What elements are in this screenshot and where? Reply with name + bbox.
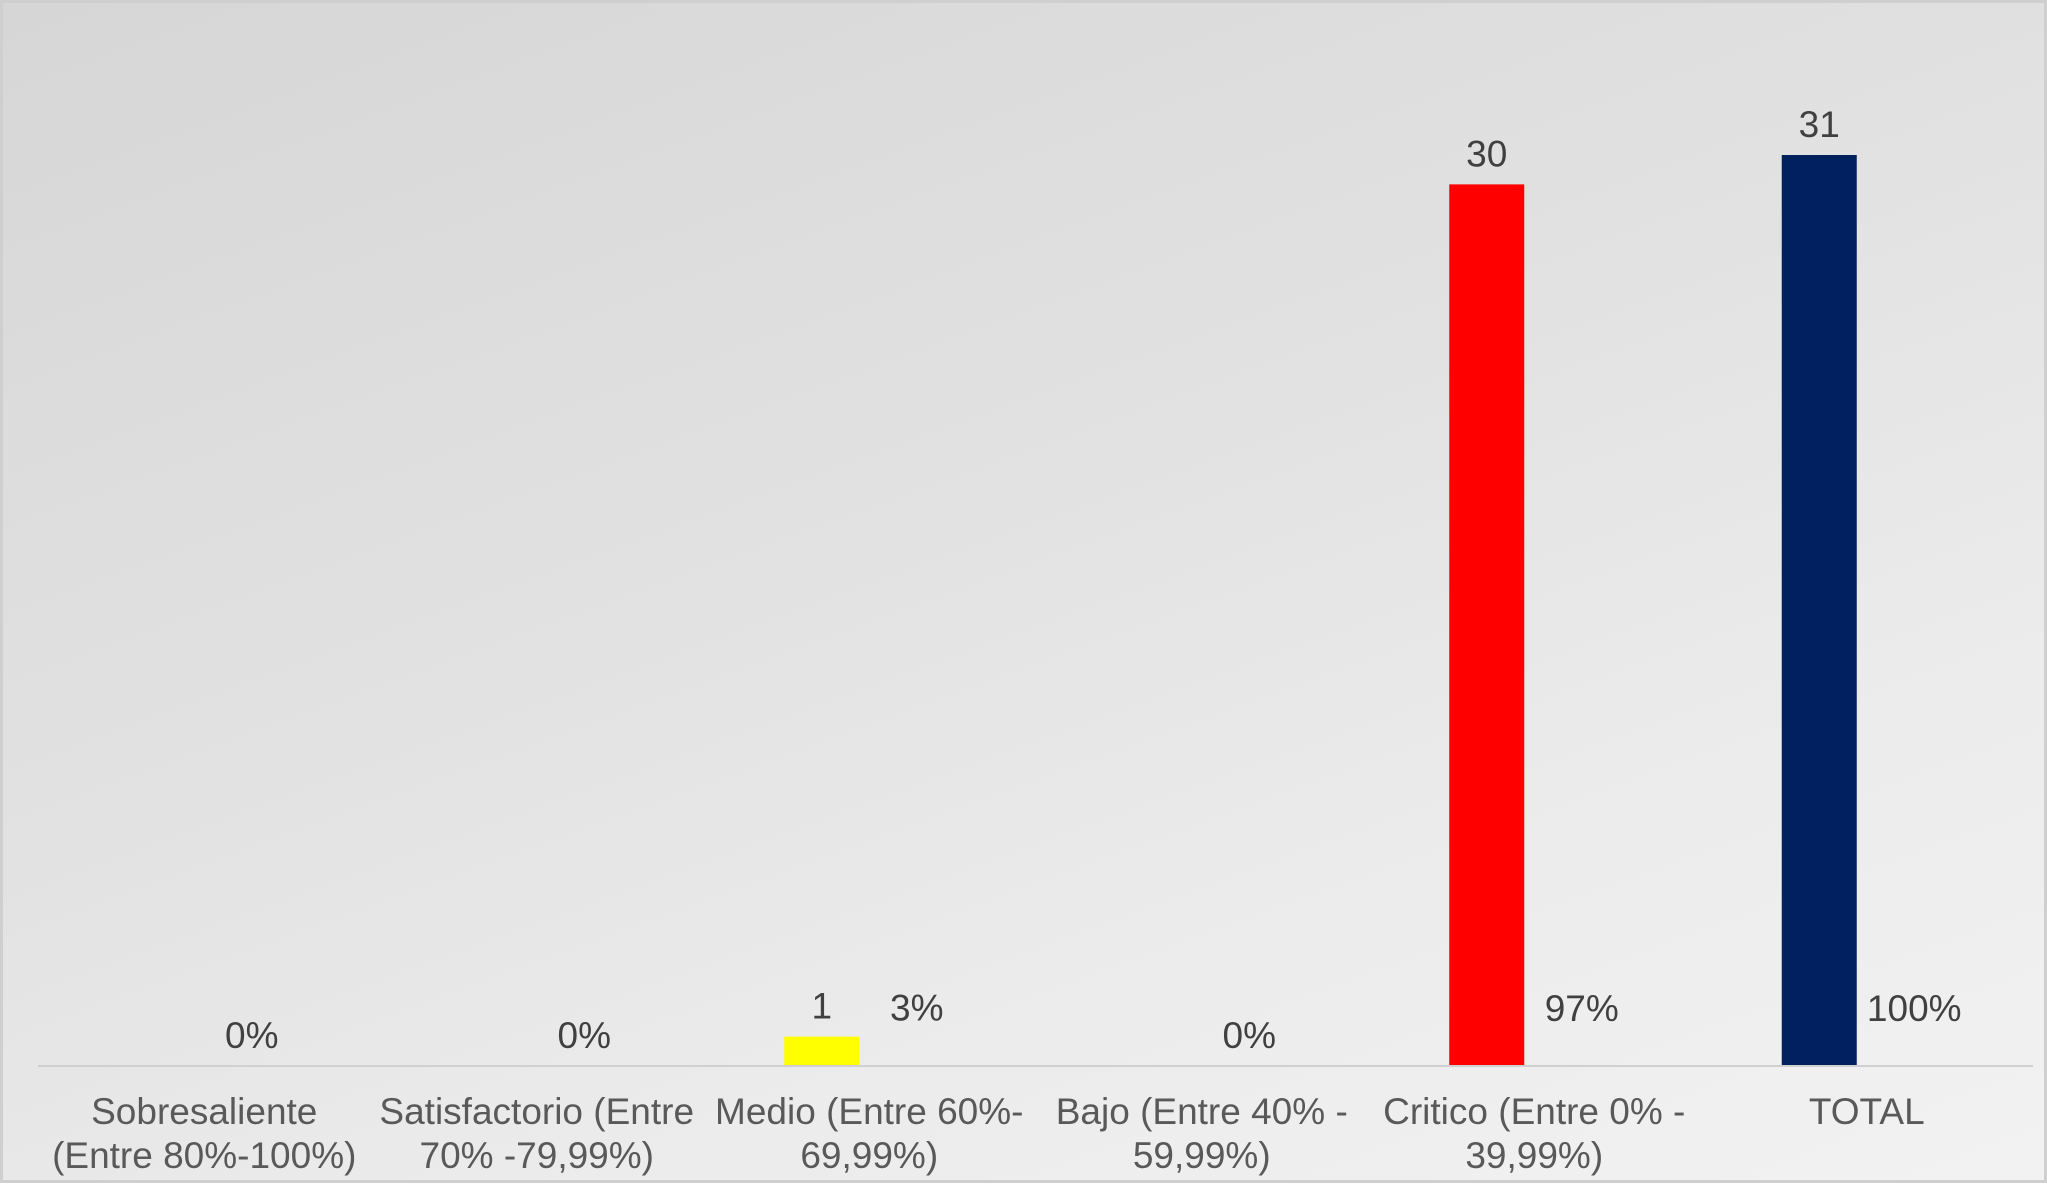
category-label-line: Medio (Entre 60%- [715,1091,1023,1132]
percent-bar [879,1039,954,1066]
category-label-line: (Entre 80%-100%) [52,1135,356,1176]
count-bar [1449,184,1525,1067]
category-label: Bajo (Entre 40% -59,99%) [1056,1091,1348,1176]
category-label-line: 39,99%) [1465,1135,1603,1176]
category-label: Satisfactorio (Entre 70% -79,99%) [379,1091,694,1176]
category-label-line: Sobresaliente [91,1091,317,1132]
category-label: Critico (Entre 0% -39,99%) [1383,1091,1685,1176]
category-label-line: 69,99%) [800,1135,938,1176]
percent-value-label: 3% [890,988,943,1029]
count-bar [1781,155,1857,1066]
count-bar [784,1036,860,1066]
percent-value-label: 100% [1867,988,1962,1029]
category-label: TOTAL [1809,1091,1925,1132]
percent-value-label: 0% [558,1015,611,1056]
count-value-label: 31 [1799,104,1840,145]
count-value-label: 30 [1466,133,1507,174]
category-label-line: TOTAL [1809,1091,1925,1132]
percent-value-label: 0% [1223,1015,1276,1056]
percent-value-label: 0% [225,1015,278,1056]
category-label-line: 70% -79,99%) [420,1135,654,1176]
count-value-label: 1 [811,986,832,1027]
bar-chart: 0% Sobresaliente (Entre 80%-100%) 0% Satisfa… [38,104,2033,1176]
category-label-line: Critico (Entre 0% - [1383,1091,1685,1132]
category-label: Sobresaliente (Entre 80%-100%) [52,1091,356,1176]
category-label-line: Satisfactorio (Entre [379,1091,694,1132]
category-label: Medio (Entre 60%-69,99%) [715,1091,1023,1176]
category-label-line: Bajo (Entre 40% - [1056,1091,1348,1132]
percent-bar [1877,155,1952,1066]
category-label-line: 59,99%) [1133,1135,1271,1176]
percent-bar [1544,182,1619,1066]
percent-value-label: 97% [1545,988,1619,1029]
chart-marks: 0% Sobresaliente (Entre 80%-100%) 0% Satisfa… [52,104,1962,1176]
